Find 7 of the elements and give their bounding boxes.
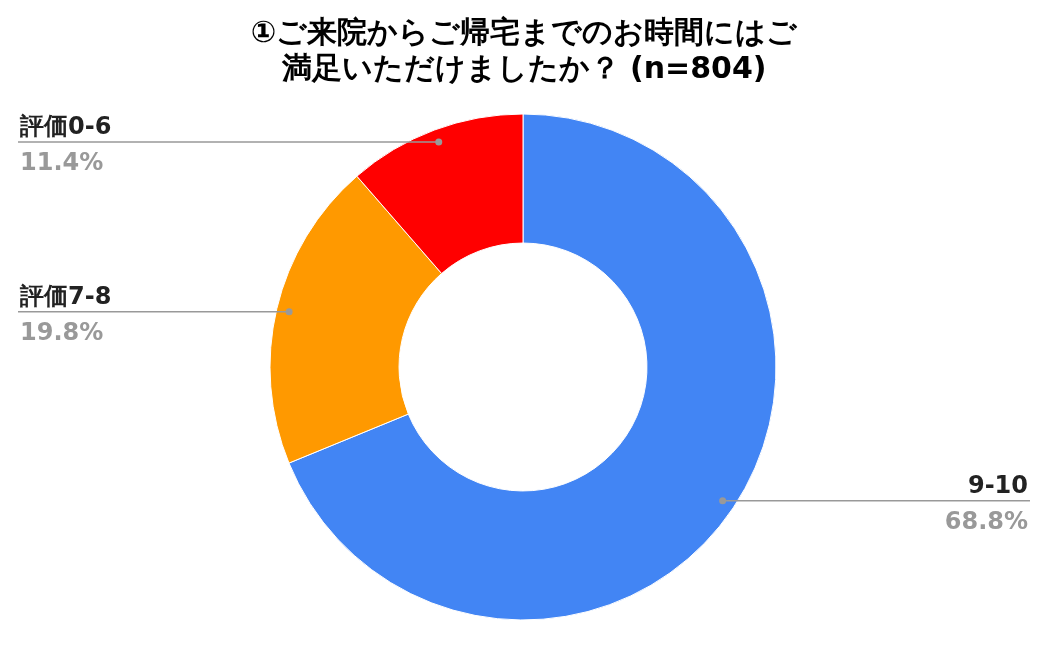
slice-label: 9-10: [967, 470, 1028, 499]
data-label: 68.8%: [944, 506, 1028, 535]
data-label: 19.8%: [20, 317, 104, 346]
data-label: 11.4%: [20, 147, 104, 176]
slice-label: 評価0-6: [19, 111, 112, 140]
chart-title: ①ご来院からご帰宅までのお時間にはご満足いただけましたか？ (n=804): [249, 14, 799, 86]
slice-label: 評価7-8: [19, 281, 112, 310]
